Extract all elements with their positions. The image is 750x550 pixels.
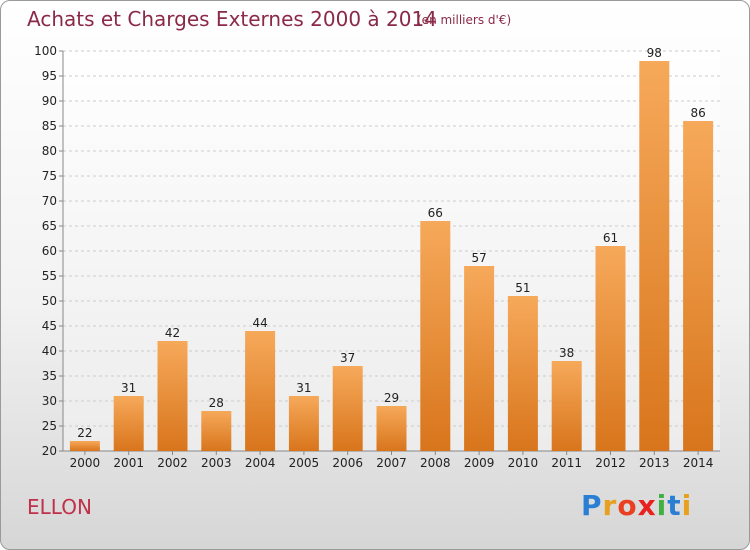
bar	[683, 121, 714, 451]
data-label: 44	[252, 316, 267, 330]
city-name: ELLON	[27, 495, 92, 519]
chart-title: Achats et Charges Externes 2000 à 2014	[27, 7, 437, 31]
data-label: 42	[165, 326, 180, 340]
data-label: 31	[121, 381, 136, 395]
logo-letter: x	[637, 489, 657, 522]
data-label: 61	[603, 231, 618, 245]
proxiti-logo: Proxiti	[581, 489, 692, 522]
x-tick-label: 2003	[201, 456, 232, 470]
x-tick-label: 2002	[157, 456, 188, 470]
x-tick-label: 2006	[332, 456, 363, 470]
data-label: 22	[77, 426, 92, 440]
y-tick-label: 70	[42, 194, 57, 208]
logo-letter: o	[617, 489, 638, 522]
data-label: 38	[559, 346, 574, 360]
logo-letter: i	[656, 489, 668, 522]
chart-subtitle: (en milliers d'€)	[417, 13, 512, 27]
y-tick-label: 20	[42, 444, 57, 458]
y-tick-label: 85	[42, 119, 57, 133]
data-label: 29	[384, 391, 399, 405]
x-tick-label: 2012	[595, 456, 626, 470]
y-tick-label: 45	[42, 319, 57, 333]
y-tick-label: 75	[42, 169, 57, 183]
data-label: 86	[690, 106, 705, 120]
logo-letter: P	[581, 489, 603, 522]
data-label: 51	[515, 281, 530, 295]
y-tick-label: 35	[42, 369, 57, 383]
bar	[69, 441, 100, 451]
bar	[376, 406, 407, 451]
logo-letter: i	[681, 489, 693, 522]
bar	[288, 396, 319, 451]
bar	[332, 366, 363, 451]
bar	[464, 266, 495, 451]
bar	[113, 396, 144, 451]
x-tick-label: 2008	[420, 456, 451, 470]
data-label: 28	[209, 396, 224, 410]
bar	[201, 411, 232, 451]
bar	[245, 331, 276, 451]
bar	[639, 61, 670, 451]
data-label: 66	[428, 206, 443, 220]
y-tick-label: 100	[34, 44, 57, 58]
bar	[507, 296, 538, 451]
x-tick-label: 2007	[376, 456, 407, 470]
y-tick-label: 80	[42, 144, 57, 158]
x-tick-label: 2009	[464, 456, 495, 470]
x-tick-label: 2010	[508, 456, 539, 470]
x-tick-label: 2011	[551, 456, 582, 470]
logo-letter: t	[667, 489, 682, 522]
x-tick-label: 2001	[113, 456, 144, 470]
bar	[157, 341, 188, 451]
data-label: 57	[471, 251, 486, 265]
y-tick-label: 65	[42, 219, 57, 233]
x-tick-label: 2000	[70, 456, 101, 470]
y-tick-label: 30	[42, 394, 57, 408]
y-tick-label: 25	[42, 419, 57, 433]
logo-letter: r	[602, 489, 618, 522]
x-tick-label: 2004	[245, 456, 276, 470]
y-tick-label: 55	[42, 269, 57, 283]
y-tick-label: 60	[42, 244, 57, 258]
data-label: 31	[296, 381, 311, 395]
y-tick-label: 95	[42, 69, 57, 83]
bar	[420, 221, 451, 451]
x-tick-label: 2013	[639, 456, 670, 470]
y-tick-label: 50	[42, 294, 57, 308]
y-tick-label: 90	[42, 94, 57, 108]
x-tick-label: 2005	[289, 456, 320, 470]
y-tick-label: 40	[42, 344, 57, 358]
data-label: 98	[647, 46, 662, 60]
data-label: 37	[340, 351, 355, 365]
bar	[595, 246, 626, 451]
bar	[551, 361, 582, 451]
x-tick-label: 2014	[683, 456, 714, 470]
